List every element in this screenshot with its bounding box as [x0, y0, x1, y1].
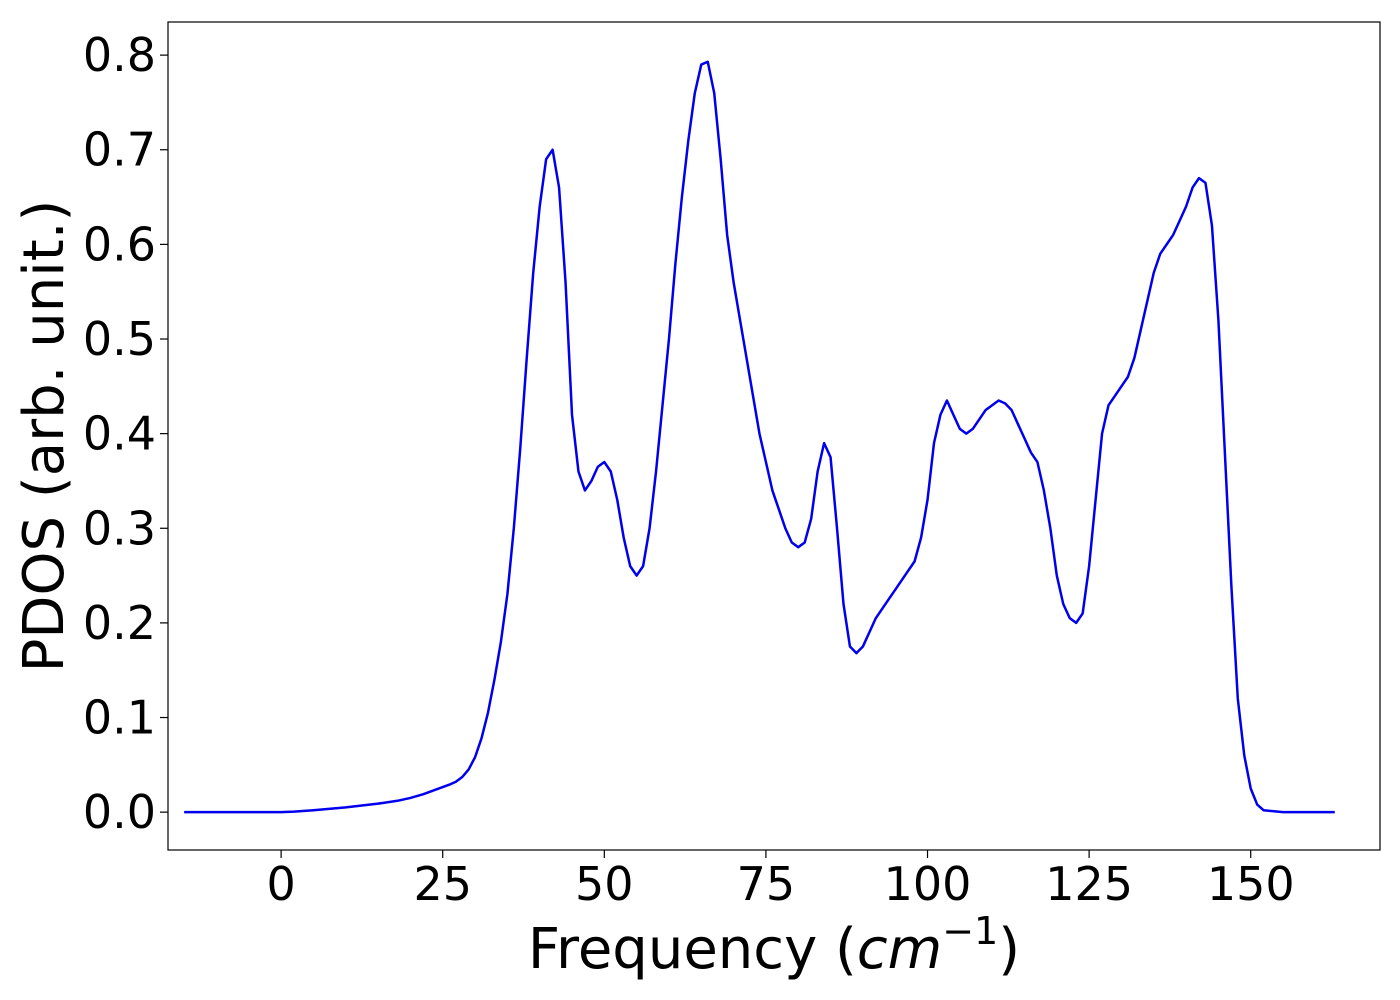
y-tick-label: 0.0 — [83, 785, 156, 839]
y-axis-ticks: 0.0 0.1 0.2 0.3 0.4 0.5 0.6 0.7 0.8 — [83, 28, 168, 839]
plot-frame — [167, 21, 1381, 851]
pdos-series-line — [184, 60, 1335, 814]
x-tick-label: 125 — [1045, 857, 1133, 911]
y-tick-label: 0.4 — [83, 407, 156, 461]
y-axis-label: PDOS (arb. unit.) — [12, 200, 77, 673]
x-axis-label: Frequency (cm−1) — [528, 909, 1020, 982]
y-tick-label: 0.1 — [83, 691, 156, 745]
y-tick-label: 0.3 — [83, 501, 156, 555]
y-tick-label: 0.2 — [83, 596, 156, 650]
x-axis-label-math: cm — [857, 917, 942, 982]
x-tick-label: 0 — [266, 857, 295, 911]
plot-background — [168, 22, 1380, 850]
x-tick-label: 150 — [1207, 857, 1295, 911]
x-axis-label-text: Frequency ( — [528, 917, 857, 982]
x-tick-label: 75 — [737, 857, 796, 911]
x-axis-label-superscript: −1 — [942, 909, 998, 953]
y-tick-label: 0.5 — [83, 312, 156, 366]
y-tick-label: 0.6 — [83, 217, 156, 271]
x-axis-label-close: ) — [998, 917, 1020, 982]
x-tick-label: 50 — [575, 857, 634, 911]
y-tick-label: 0.8 — [83, 28, 156, 82]
x-tick-label: 25 — [413, 857, 472, 911]
x-axis-ticks: 0 25 50 75 100 125 150 — [266, 850, 1295, 911]
x-tick-label: 100 — [884, 857, 972, 911]
y-tick-label: 0.7 — [83, 123, 156, 177]
